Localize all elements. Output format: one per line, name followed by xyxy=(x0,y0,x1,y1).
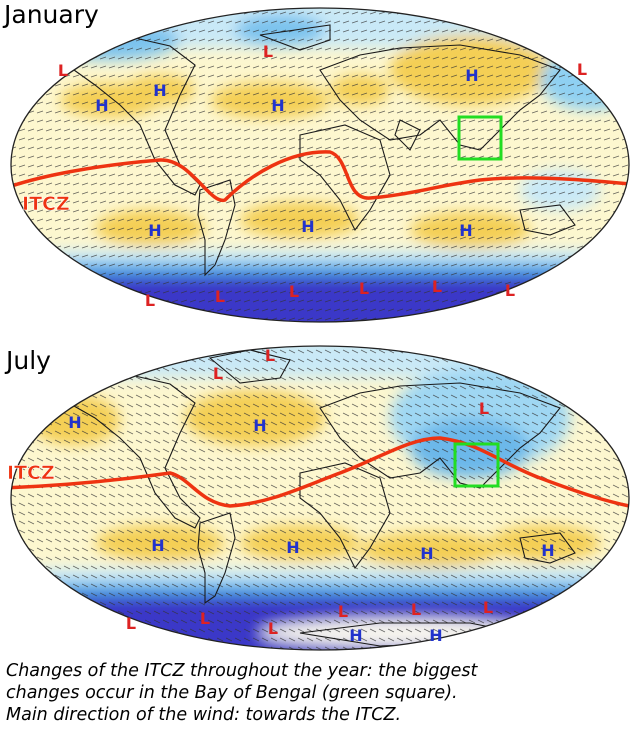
low-pressure-label: L xyxy=(213,364,223,383)
high-pressure-label: H xyxy=(151,536,164,555)
itcz-label: ITCZ xyxy=(22,193,70,215)
high-pressure-label: H xyxy=(153,81,166,100)
map-frame xyxy=(10,345,630,651)
high-pressure-label: H xyxy=(420,544,433,563)
low-pressure-label: L xyxy=(215,287,225,306)
low-pressure-label: L xyxy=(145,291,155,310)
low-pressure-label: L xyxy=(577,60,587,79)
low-pressure-label: L xyxy=(126,614,136,633)
low-pressure-label: L xyxy=(483,598,493,617)
high-pressure-label: H xyxy=(429,626,442,645)
wind-arrows xyxy=(11,346,629,650)
high-pressure-label: H xyxy=(301,217,314,236)
high-pressure-label: H xyxy=(253,416,266,435)
low-pressure-label: L xyxy=(479,399,489,418)
july-pressure-map: H H H H H H H H L L L L L L L L L ITCZ xyxy=(7,345,630,651)
map-frame xyxy=(10,7,630,323)
high-pressure-label: H xyxy=(465,66,478,85)
high-pressure-label: H xyxy=(271,96,284,115)
figure-caption: Changes of the ITCZ throughout the year:… xyxy=(6,660,636,726)
low-pressure-label: L xyxy=(432,277,442,296)
low-pressure-label: L xyxy=(505,281,515,300)
low-pressure-label: L xyxy=(265,346,275,365)
itcz-label: ITCZ xyxy=(7,462,55,484)
low-pressure-label: L xyxy=(338,602,348,621)
january-title: January xyxy=(4,0,99,29)
high-pressure-label: H xyxy=(349,626,362,645)
high-pressure-label: H xyxy=(541,541,554,560)
itcz-line xyxy=(11,150,629,202)
caption-line: Main direction of the wind: towards the … xyxy=(6,705,402,725)
low-pressure-label: L xyxy=(268,619,278,638)
high-pressure-label: H xyxy=(68,413,81,432)
high-pressure-label: H xyxy=(148,221,161,240)
low-pressure-label: L xyxy=(411,600,421,619)
low-pressure-label: L xyxy=(359,279,369,298)
itcz-line xyxy=(11,436,629,510)
high-pressure-label: H xyxy=(459,221,472,240)
low-pressure-label: L xyxy=(263,42,273,61)
bay-of-bengal-box xyxy=(453,442,500,488)
low-pressure-label: L xyxy=(289,282,299,301)
january-pressure-map: H H H H H H H L L L L L L L L L ITCZ xyxy=(10,7,630,323)
low-pressure-label: L xyxy=(200,609,210,628)
caption-line: Changes of the ITCZ throughout the year:… xyxy=(6,661,478,681)
caption-line: changes occur in the Bay of Bengal (gree… xyxy=(6,683,458,703)
wind-arrows xyxy=(11,8,629,322)
low-pressure-label: L xyxy=(58,61,68,80)
high-pressure-label: H xyxy=(286,538,299,557)
july-title: July xyxy=(6,346,51,375)
bay-of-bengal-box xyxy=(457,115,503,161)
high-pressure-label: H xyxy=(95,96,108,115)
